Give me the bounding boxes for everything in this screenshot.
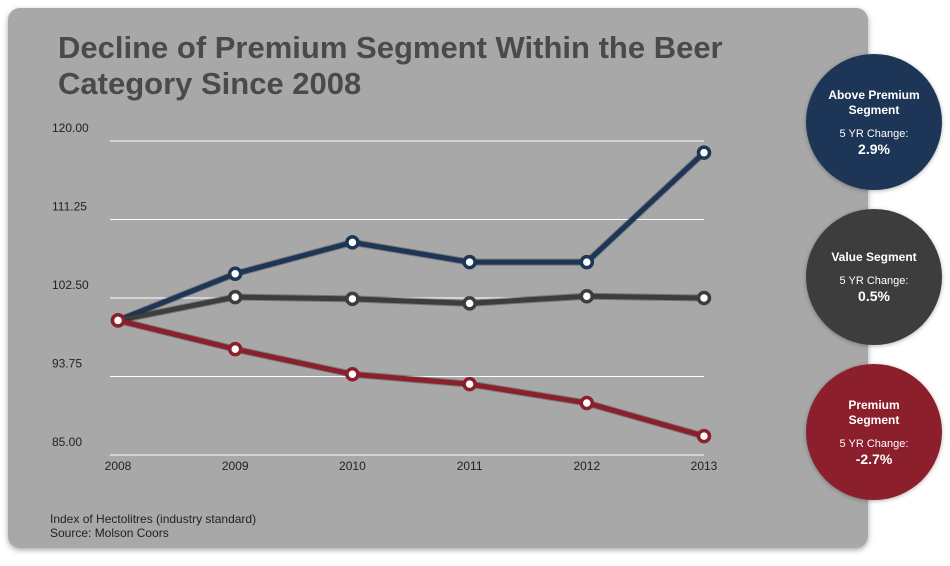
legend-label: Above Premium Segment [828,87,920,117]
point [227,341,243,357]
segment-badge: Value Segment 5 YR Change: 0.5% [806,209,942,345]
change-caption: 5 YR Change: [839,275,909,287]
x-tick-label: 2010 [339,459,366,473]
x-tick-label: 2013 [691,459,718,473]
chart-title: Decline of Premium Segment Within the Be… [58,30,723,101]
point [345,367,360,382]
point [227,266,243,282]
point [345,235,360,250]
point [462,376,477,392]
point [696,145,712,160]
legend-label: Premium Segment [848,397,900,427]
point [579,254,595,270]
series-line [117,293,705,323]
legend-label: Value Segment [831,250,917,264]
series-line [117,318,705,439]
change-caption: 5 YR Change: [839,437,909,450]
point [227,289,243,305]
note: Source: Molson Coors [50,526,169,540]
y-tick-label: 102.50 [52,278,89,292]
note: Index of Hectolitres (industry standard) [50,512,257,526]
change-value: -2.7% [855,450,893,467]
change-caption: 5 YR Change: [839,127,909,140]
x-tick-label: 2011 [457,459,483,473]
change-value: 2.9% [858,140,890,157]
y-tick-label: 111.25 [52,200,87,214]
y-tick-label: 85.00 [52,435,82,449]
x-tick-label: 2008 [105,459,132,473]
point [579,395,595,411]
point [579,288,595,304]
change-value: 0.5% [858,288,890,304]
x-tick-label: 2009 [222,459,249,473]
segment-badge: Above Premium Segment 5 YR Change: 2.9% [806,54,942,190]
notes: Index of Hectolitres (industry standard)… [50,512,256,540]
point [462,296,477,311]
x-tick-label: 2012 [573,459,600,473]
point [345,291,360,307]
y-tick-label: 120.00 [52,121,89,135]
segment-badge: Premium Segment 5 YR Change: -2.7% [806,364,942,500]
point [696,290,712,306]
point [462,254,477,270]
point [696,428,712,444]
series-line [117,150,706,323]
y-tick-label: 93.75 [52,357,82,371]
point [110,313,126,328]
chart-panel [8,8,868,548]
